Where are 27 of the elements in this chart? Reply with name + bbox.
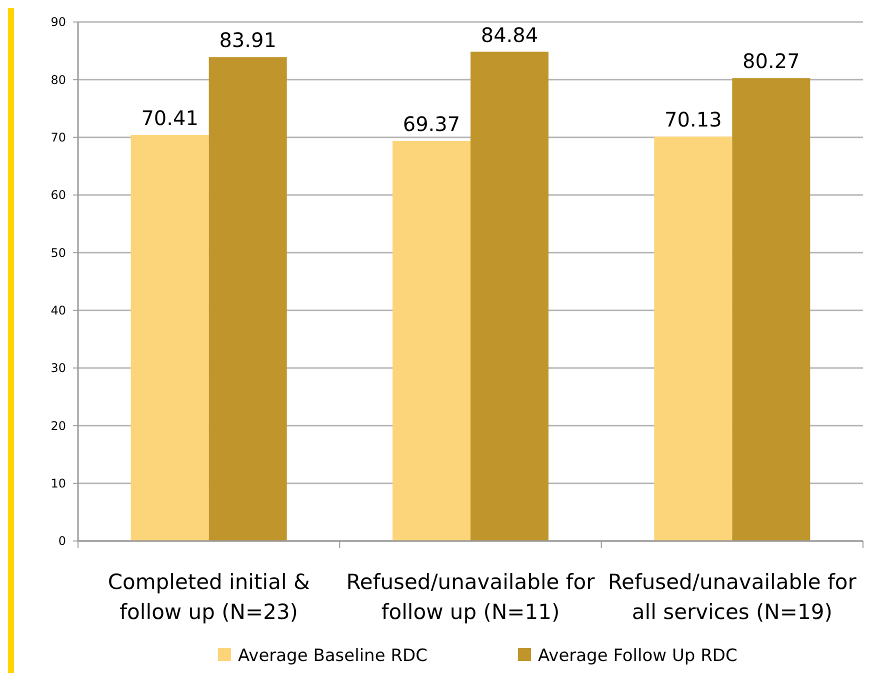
y-tick-label: 70 [50,130,66,145]
y-tick-label: 50 [50,246,66,260]
x-tick-label: Refused/unavailable for follow up (N=11) [346,570,596,624]
y-tick-label: 30 [50,361,66,376]
x-tick-label: Completed initial & follow up (N=23) [108,570,310,624]
data-label: 70.13 [664,108,722,132]
y-tick-label: 90 [50,15,66,30]
y-tick-label: 0 [58,534,66,548]
bar [392,140,470,541]
legend-label: Average Follow Up RDC [538,646,738,666]
legend-label: Average Baseline RDC [238,646,428,666]
y-tick-label: 40 [50,304,66,318]
y-tick-label: 20 [50,418,66,433]
bar [208,57,287,541]
x-tick-label: Refused/unavailable for all services (N=19) [608,570,857,624]
data-label: 70.41 [141,106,198,130]
data-label: 69.37 [402,112,460,136]
bar [654,136,732,541]
bar [732,78,810,541]
y-tick-label: 10 [50,476,66,491]
bar [470,52,548,541]
data-label: 83.91 [219,28,276,52]
bar [130,134,209,541]
data-label: 84.84 [480,22,538,47]
y-tick-label: 80 [50,72,66,87]
data-label: 80.27 [742,49,800,74]
y-tick-label: 60 [50,188,66,202]
